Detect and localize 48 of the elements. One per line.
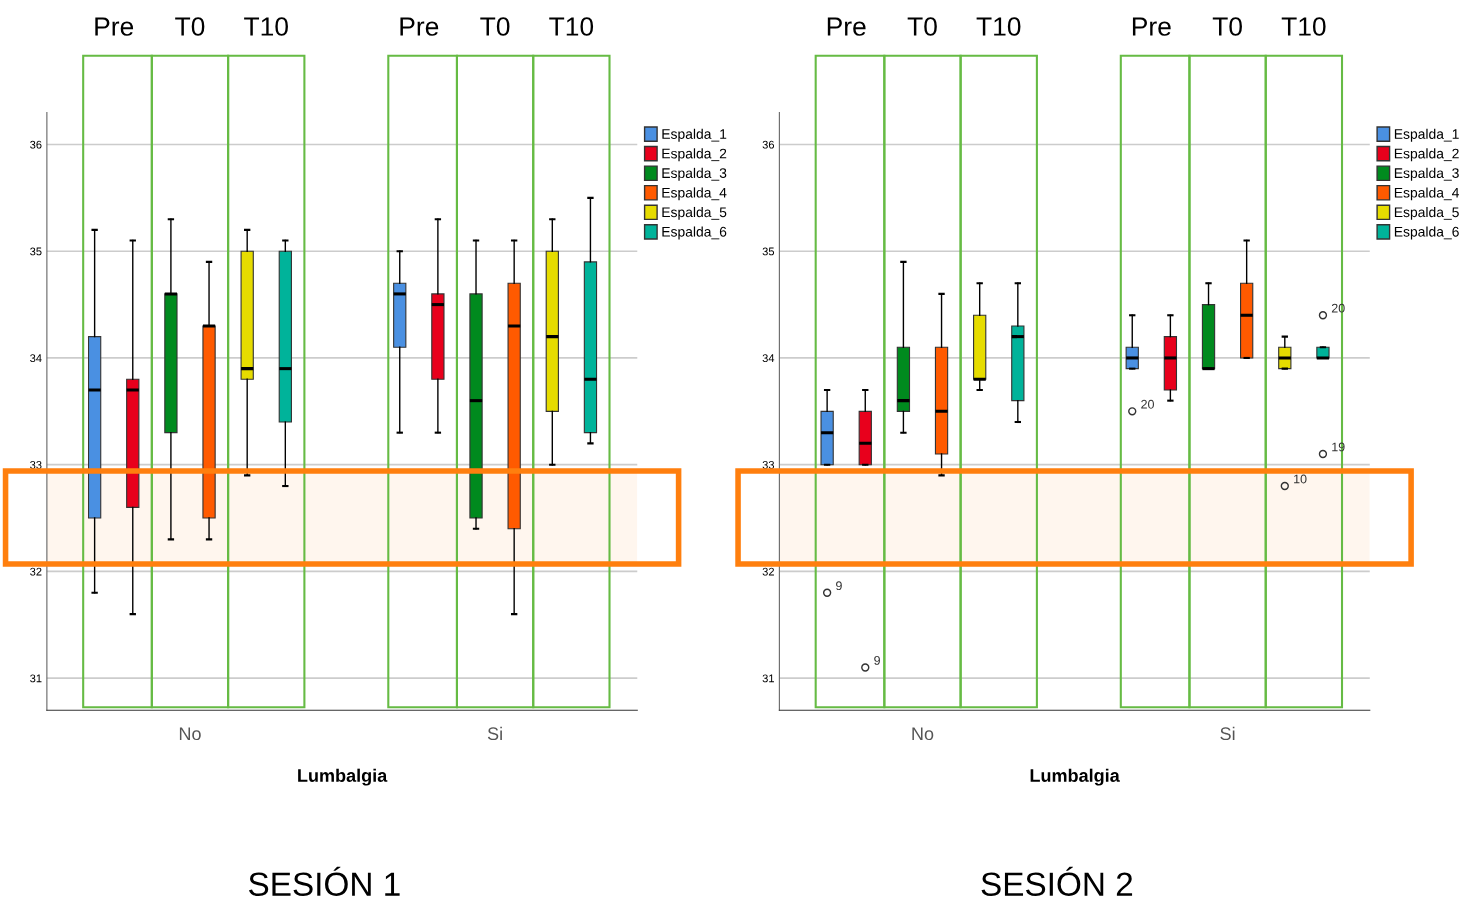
text: T0 bbox=[907, 17, 937, 36]
text: T10 bbox=[549, 17, 594, 36]
y-tick-label: 35 bbox=[30, 247, 42, 256]
y-tick-label: 34 bbox=[30, 354, 42, 363]
legend-label: Espalda_3 bbox=[1394, 167, 1459, 181]
text: SESIÓN 2 bbox=[981, 866, 1133, 897]
text: Pre bbox=[95, 17, 134, 36]
legend-label: Espalda_3 bbox=[662, 167, 727, 181]
y-tick-label: 36 bbox=[30, 140, 42, 149]
legend-label: Espalda_6 bbox=[662, 226, 727, 240]
text: SESIÓN 1 bbox=[249, 866, 400, 897]
x-axis-title: Lumbalgia bbox=[1030, 768, 1120, 786]
text: Pre bbox=[827, 17, 866, 36]
legend-label: Espalda_4 bbox=[1394, 187, 1459, 201]
legend-label: Espalda_1 bbox=[1394, 128, 1459, 142]
y-tick-label: 32 bbox=[30, 567, 42, 576]
legend-label: Espalda_1 bbox=[662, 128, 727, 142]
y-tick-label: 34 bbox=[762, 354, 775, 363]
text: T10 bbox=[1281, 17, 1326, 36]
text: T10 bbox=[244, 17, 288, 36]
annotation: 20 bbox=[1141, 399, 1154, 409]
x-tick-label: No bbox=[912, 727, 934, 741]
legend-label: Espalda_2 bbox=[662, 148, 727, 162]
x-tick-label: Si bbox=[1220, 726, 1235, 741]
x-tick-label: No bbox=[179, 727, 201, 741]
annotation: 9 bbox=[836, 581, 842, 591]
x-axis-title: Lumbalgia bbox=[298, 768, 388, 786]
text: Pre bbox=[1132, 17, 1171, 36]
text: T0 bbox=[175, 17, 205, 36]
y-tick-label: 32 bbox=[762, 567, 774, 576]
y-tick-label: 36 bbox=[762, 140, 775, 149]
legend-label: Espalda_5 bbox=[1394, 206, 1459, 220]
y-tick-label: 33 bbox=[762, 460, 775, 469]
y-tick-label: 31 bbox=[762, 674, 774, 683]
y-tick-label: 33 bbox=[30, 460, 42, 469]
x-tick-label: Si bbox=[487, 726, 502, 741]
legend-label: Espalda_5 bbox=[662, 206, 727, 220]
annotation: 9 bbox=[874, 655, 880, 665]
text: T10 bbox=[976, 17, 1021, 36]
text: T0 bbox=[1212, 17, 1242, 36]
text: T0 bbox=[480, 17, 510, 36]
legend-label: Espalda_2 bbox=[1394, 148, 1459, 162]
annotation: 10 bbox=[1294, 474, 1307, 484]
text: Pre bbox=[400, 17, 439, 36]
legend-label: Espalda_4 bbox=[662, 187, 727, 201]
y-tick-label: 35 bbox=[762, 247, 775, 256]
y-tick-label: 31 bbox=[30, 674, 42, 683]
legend-label: Espalda_6 bbox=[1394, 226, 1459, 240]
